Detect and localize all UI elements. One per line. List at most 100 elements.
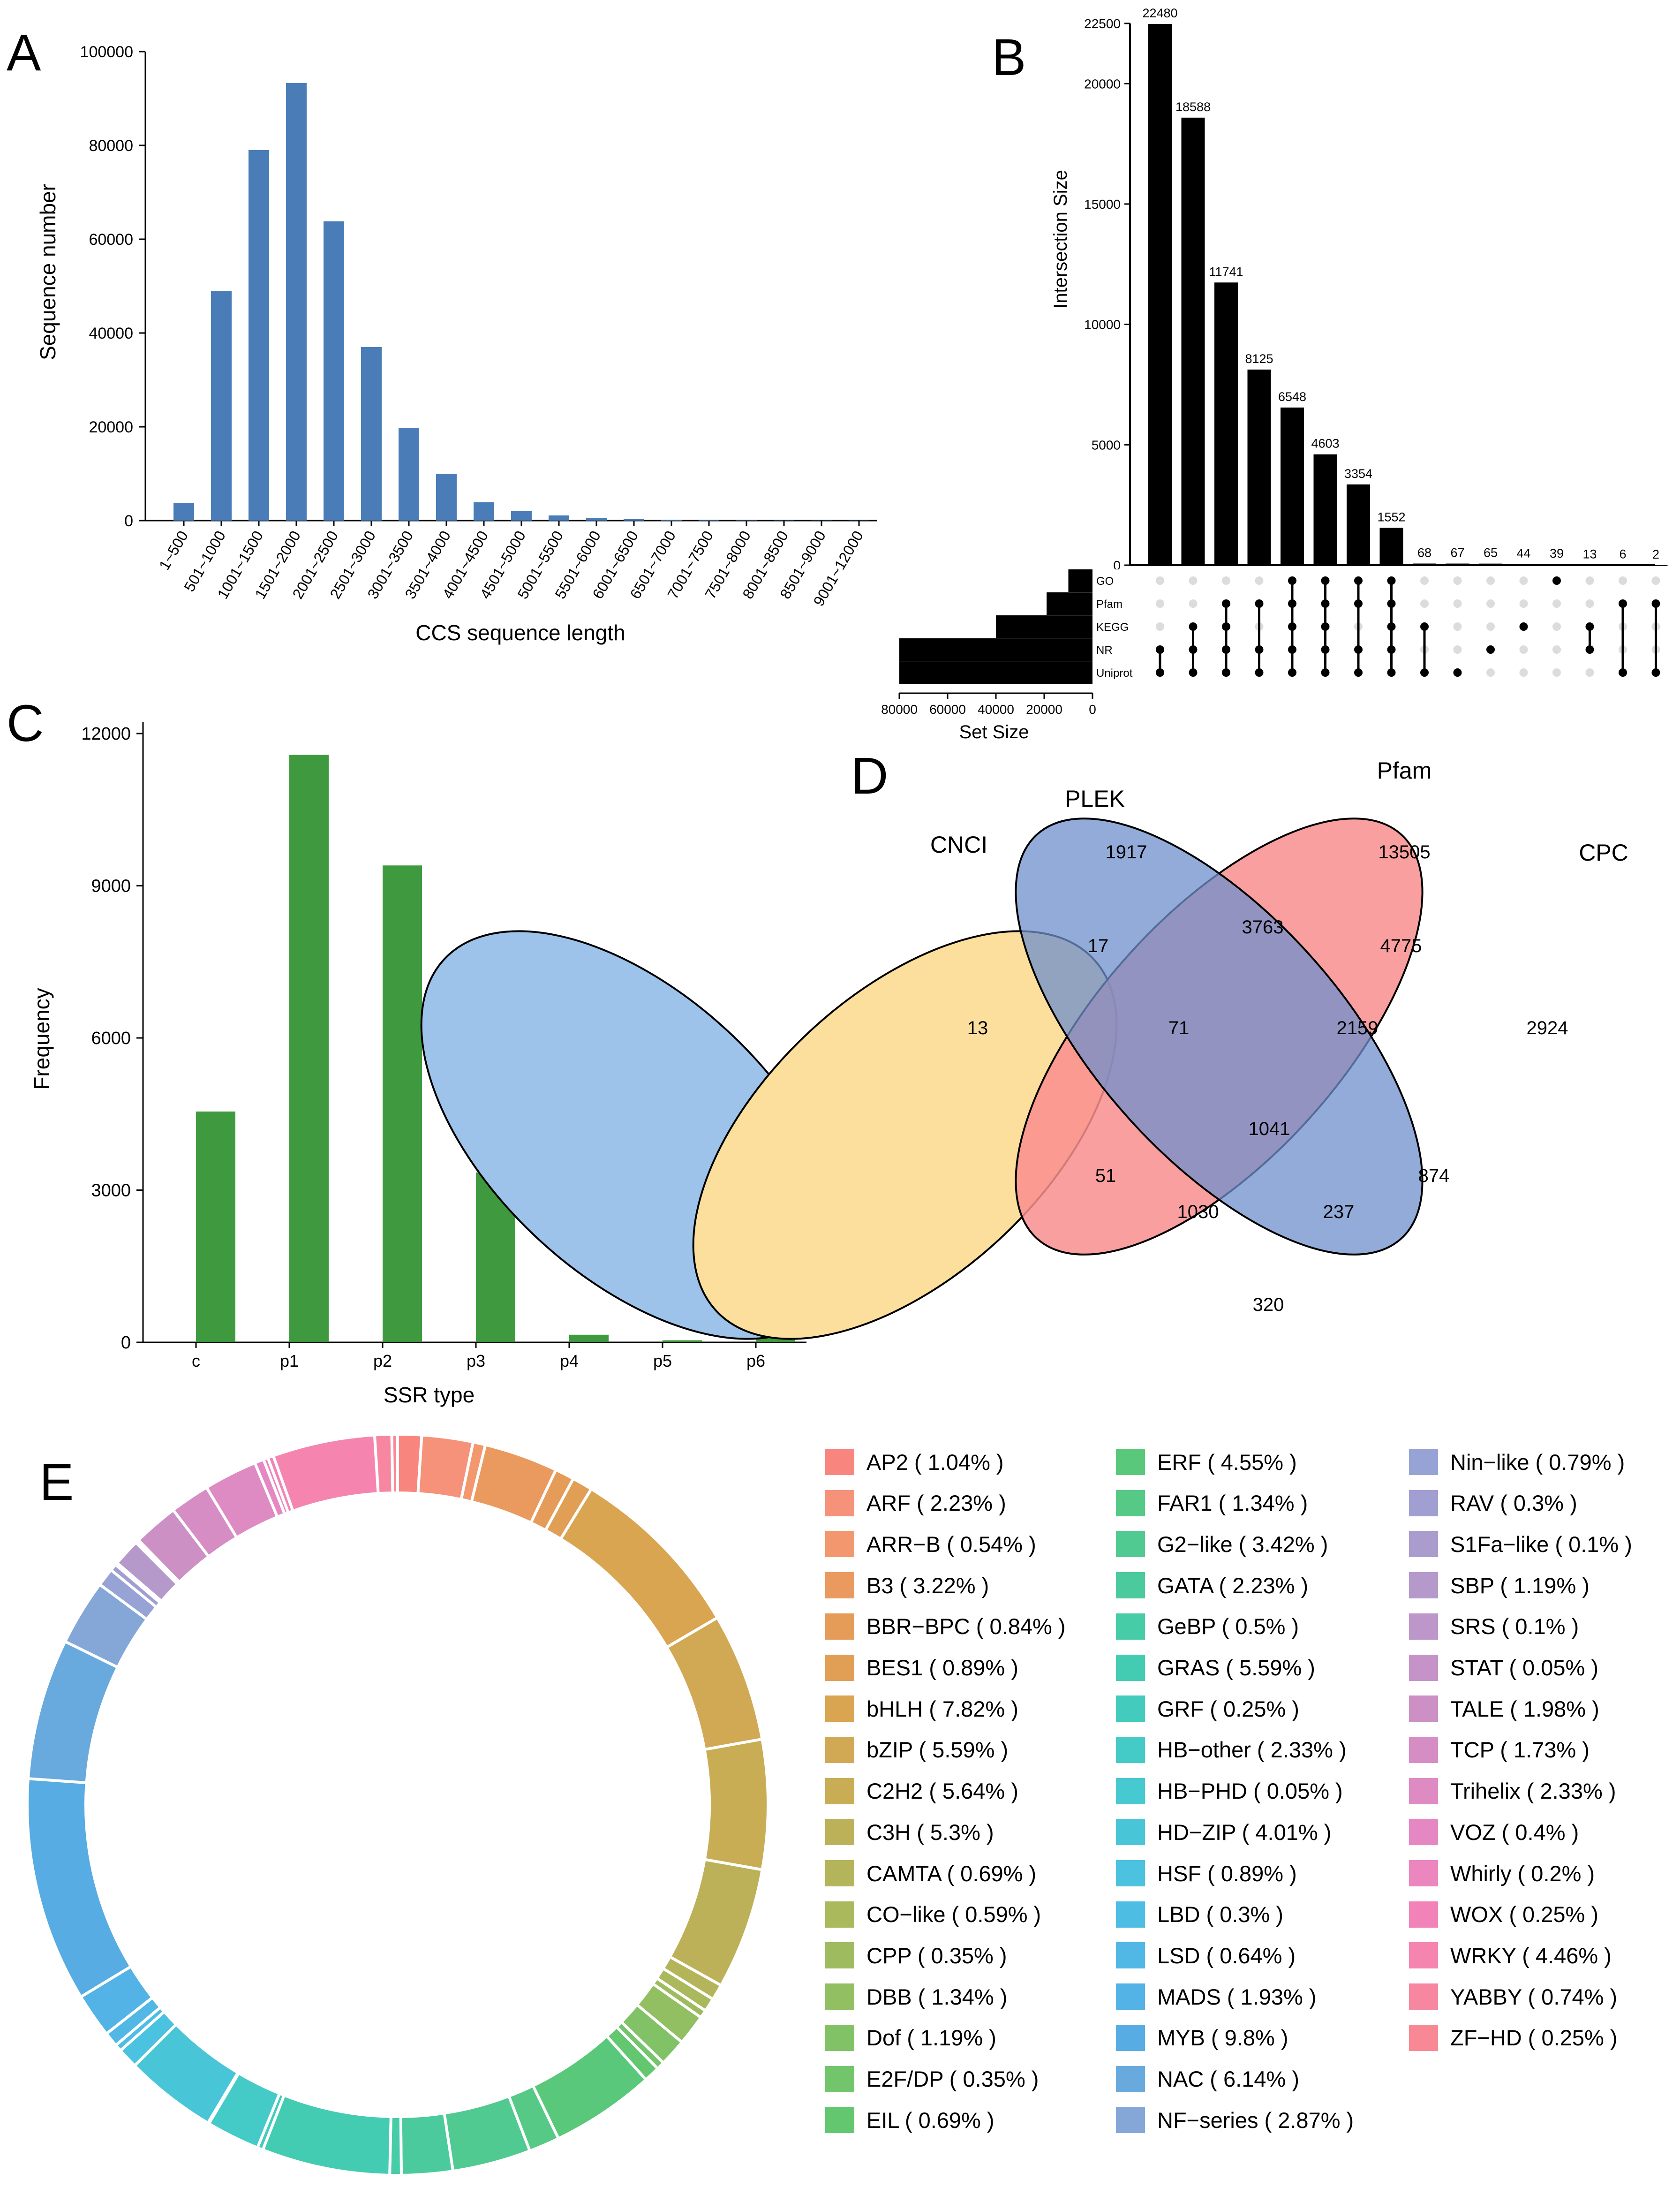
c-y-tick-label: 0 bbox=[121, 1333, 131, 1353]
a-y-tick-label: 60000 bbox=[89, 231, 133, 249]
c-x-tick-label: p4 bbox=[560, 1351, 579, 1370]
b-bar-value-label: 11741 bbox=[1209, 265, 1243, 279]
b-intersection-bar bbox=[1545, 564, 1568, 565]
b-intersection-bar bbox=[1214, 282, 1238, 565]
b-matrix-dot-inactive bbox=[1585, 668, 1594, 677]
b-bar-value-label: 65 bbox=[1484, 546, 1498, 560]
legend-swatch bbox=[825, 1942, 854, 1969]
b-intersection-bar bbox=[1148, 24, 1172, 566]
donut-slice-gras bbox=[261, 2093, 392, 2177]
b-matrix-dot-inactive bbox=[1420, 576, 1429, 585]
a-y-tick-label: 40000 bbox=[89, 325, 133, 342]
legend-item: LSD ( 0.64% ) bbox=[1116, 1942, 1296, 1969]
legend-swatch bbox=[825, 1983, 854, 2010]
legend-label: C2H2 ( 5.64% ) bbox=[866, 1779, 1018, 1804]
legend-item: C2H2 ( 5.64% ) bbox=[825, 1778, 1018, 1805]
legend-label: GRAS ( 5.59% ) bbox=[1157, 1655, 1315, 1680]
legend-item: DBB ( 1.34% ) bbox=[825, 1983, 1007, 2010]
b-intersection-bar bbox=[1413, 563, 1436, 565]
legend-swatch bbox=[825, 1613, 854, 1640]
b-bar-value-label: 22480 bbox=[1142, 6, 1177, 20]
legend-swatch bbox=[1116, 2107, 1145, 2134]
b-set-label: GO bbox=[1096, 575, 1114, 588]
b-matrix-dot-inactive bbox=[1651, 576, 1660, 585]
venn-region-count: 1041 bbox=[1249, 1119, 1290, 1139]
a-y-tick-label: 100000 bbox=[80, 43, 133, 61]
a-bar-3001~3500 bbox=[399, 428, 419, 521]
b-bar-value-label: 6548 bbox=[1278, 390, 1306, 404]
c-y-tick-label: 6000 bbox=[91, 1029, 131, 1048]
legend-item: HB−PHD ( 0.05% ) bbox=[1116, 1778, 1343, 1805]
b-intersection-bar bbox=[1281, 407, 1304, 565]
legend-item: MADS ( 1.93% ) bbox=[1116, 1983, 1317, 2010]
b-matrix-dot-inactive bbox=[1453, 622, 1462, 631]
donut-slice-zf-hd bbox=[390, 1432, 399, 1495]
a-bar-2001~2500 bbox=[324, 221, 344, 521]
legend-item: SBP ( 1.19% ) bbox=[1409, 1572, 1590, 1599]
legend-swatch bbox=[1409, 1942, 1438, 1969]
legend-swatch bbox=[1116, 2024, 1145, 2051]
legend-label: FAR1 ( 1.34% ) bbox=[1157, 1491, 1308, 1516]
legend-label: bHLH ( 7.82% ) bbox=[866, 1696, 1018, 1721]
b-matrix-dot-inactive bbox=[1453, 599, 1462, 608]
a-bar-5001~5500 bbox=[549, 515, 569, 521]
a-bar-7001~7500 bbox=[699, 520, 719, 521]
legend-label: AP2 ( 1.04% ) bbox=[866, 1449, 1004, 1475]
legend-item: HD−ZIP ( 4.01% ) bbox=[1116, 1818, 1331, 1846]
legend-swatch bbox=[825, 1490, 854, 1516]
c-y-axis-title: Frequency bbox=[30, 988, 54, 1090]
legend-swatch bbox=[1409, 1736, 1438, 1763]
b-matrix-dot-inactive bbox=[1156, 599, 1164, 608]
legend-item: Nin−like ( 0.79% ) bbox=[1409, 1448, 1625, 1476]
a-bar-6001~6500 bbox=[624, 519, 644, 521]
legend-label: HB−other ( 2.33% ) bbox=[1157, 1737, 1347, 1763]
b-matrix-dot-inactive bbox=[1486, 576, 1495, 585]
venn-set-label-cpc: CPC bbox=[1579, 840, 1628, 866]
legend-item: HSF ( 0.89% ) bbox=[1116, 1860, 1297, 1887]
legend-swatch bbox=[1116, 1654, 1145, 1681]
legend-swatch bbox=[1116, 1572, 1145, 1599]
legend-item: Whirly ( 0.2% ) bbox=[1409, 1860, 1595, 1887]
legend-item: BBR−BPC ( 0.84% ) bbox=[825, 1613, 1065, 1640]
b-matrix-dot-active bbox=[1552, 576, 1561, 585]
legend-label: NF−series ( 2.87% ) bbox=[1157, 2107, 1354, 2133]
b-matrix-dot-inactive bbox=[1189, 576, 1198, 585]
legend-swatch bbox=[825, 1778, 854, 1804]
c-x-tick-label: p6 bbox=[746, 1351, 765, 1370]
c-x-tick-label: p2 bbox=[373, 1351, 392, 1370]
legend-swatch bbox=[825, 1654, 854, 1681]
legend-label: STAT ( 0.05% ) bbox=[1450, 1655, 1599, 1680]
donut-slice-bhlh bbox=[558, 1487, 720, 1650]
legend-item: TALE ( 1.98% ) bbox=[1409, 1695, 1599, 1722]
legend-label: YABBY ( 0.74% ) bbox=[1450, 1984, 1618, 2009]
donut-slice-nac bbox=[26, 1639, 120, 1785]
legend-label: S1Fa−like ( 0.1% ) bbox=[1450, 1531, 1632, 1557]
legend-label: LSD ( 0.64% ) bbox=[1157, 1943, 1296, 1968]
b-matrix-dot-inactive bbox=[1255, 576, 1264, 585]
legend-label: WRKY ( 4.46% ) bbox=[1450, 1943, 1612, 1968]
b-set-axis-title: Set Size bbox=[959, 722, 1029, 742]
legend-swatch bbox=[1409, 2024, 1438, 2051]
legend-label: VOZ ( 0.4% ) bbox=[1450, 1819, 1579, 1845]
legend-swatch bbox=[1409, 1572, 1438, 1599]
b-set-size-bar bbox=[899, 638, 1092, 661]
legend-swatch bbox=[1116, 1449, 1145, 1475]
legend-swatch bbox=[825, 1695, 854, 1722]
c-y-tick-label: 3000 bbox=[91, 1181, 131, 1201]
legend-label: ARF ( 2.23% ) bbox=[866, 1491, 1006, 1516]
b-matrix-dot-inactive bbox=[1519, 645, 1528, 654]
legend-swatch bbox=[1116, 1983, 1145, 2010]
legend-swatch bbox=[1116, 1695, 1145, 1722]
b-intersection-bar bbox=[1247, 369, 1271, 565]
legend-item: GRF ( 0.25% ) bbox=[1116, 1695, 1299, 1722]
legend-swatch bbox=[1409, 1654, 1438, 1681]
legend-label: MYB ( 9.8% ) bbox=[1157, 2025, 1288, 2051]
legend-item: bZIP ( 5.59% ) bbox=[825, 1736, 1008, 1764]
donut-slice-bzip bbox=[664, 1616, 764, 1751]
legend-swatch bbox=[1116, 1819, 1145, 1846]
c-y-tick-label: 9000 bbox=[91, 877, 131, 896]
a-x-tick-label: 1~500 bbox=[156, 528, 191, 573]
b-intersection-bar bbox=[1644, 565, 1668, 566]
b-matrix-dot-inactive bbox=[1156, 622, 1164, 631]
b-bar-value-label: 2 bbox=[1652, 547, 1659, 561]
